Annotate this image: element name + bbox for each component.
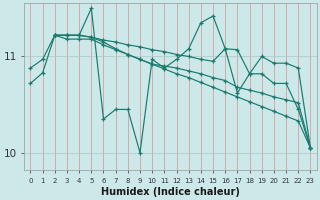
X-axis label: Humidex (Indice chaleur): Humidex (Indice chaleur) bbox=[101, 187, 240, 197]
